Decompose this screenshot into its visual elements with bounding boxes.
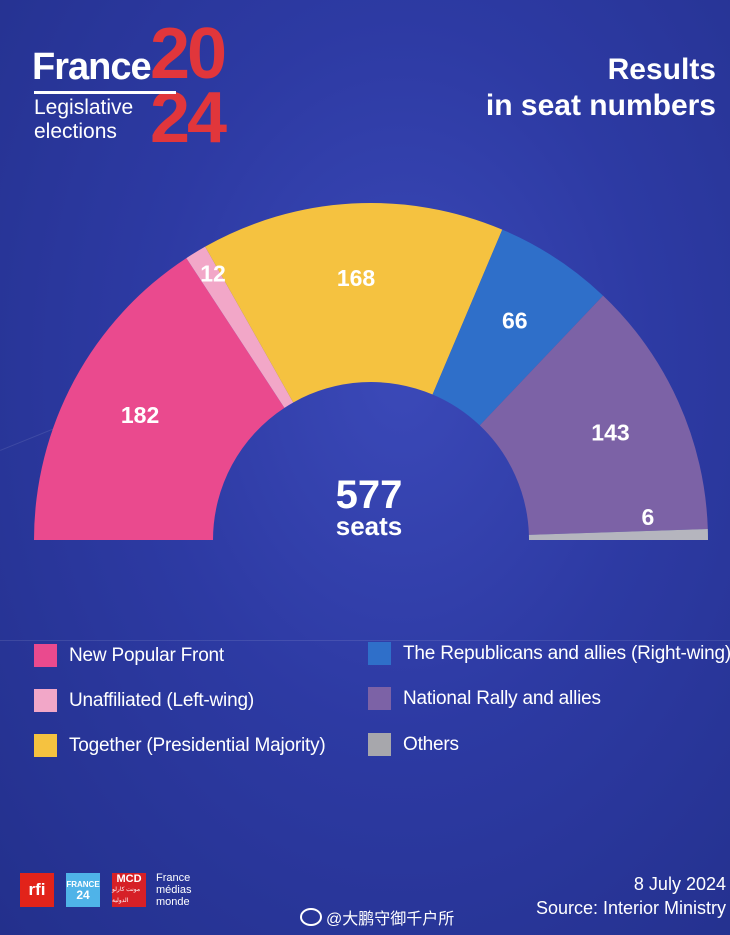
legend-swatch [368, 642, 391, 665]
chart-labels: 182 12 168 66 143 6 [121, 261, 654, 530]
rfi-logo: rfi [20, 873, 54, 907]
logo-subtitle-line1: Legislative [34, 96, 134, 119]
chart-title-line2: in seat numbers [485, 89, 716, 122]
chart-segments [34, 202, 708, 540]
france24-logo-line2: 24 [76, 887, 90, 902]
legend-swatch [368, 687, 391, 710]
legend-label: New Popular Front [69, 644, 225, 666]
total-seats-label: seats [336, 511, 403, 541]
legend-swatch [368, 733, 391, 756]
value-label-unaffiliated-left-wing: 12 [200, 261, 226, 287]
mcd-logo: MCD مونت كارلو الدولية [112, 873, 146, 907]
logo-subtitle: Legislative elections [34, 96, 133, 144]
value-label-together-presidential-majority: 168 [337, 265, 376, 291]
legend-label: The Republicans and allies (Right-wing) [403, 642, 730, 664]
legend-swatch [34, 734, 57, 757]
value-label-others: 6 [642, 504, 655, 530]
fmm-line1: France [156, 872, 191, 884]
logo-word: France [32, 46, 152, 88]
weibo-icon [300, 908, 322, 926]
chart-title: Results in seat numbers [486, 52, 716, 124]
mcd-logo-text: MCD [116, 872, 142, 885]
fmm-line2: médias [156, 884, 192, 896]
france24-elections-logo: 20 24 France Legislative elections [30, 18, 265, 158]
legend-item-new-popular-front: New Popular Front [34, 644, 224, 667]
total-seats-value: 577 [336, 473, 403, 517]
segment-the-republicans-and-allies-right-wing [432, 229, 604, 426]
legend-label: National Rally and allies [403, 687, 601, 709]
segment-unaffiliated-left-wing [186, 246, 294, 408]
footer-source: Source: Interior Ministry [535, 898, 726, 918]
legend-label: Together (Presidential Majority) [69, 734, 326, 756]
france-medias-monde-logo: France médias monde [156, 872, 191, 908]
legend-label: Unaffiliated (Left-wing) [69, 689, 254, 711]
legend-item-together: Together (Presidential Majority) [34, 734, 326, 757]
value-label-national-rally-and-allies: 143 [591, 419, 629, 445]
legend-item-others: Others [368, 733, 459, 756]
segment-national-rally-and-allies [479, 295, 708, 535]
france24-logo: FRANCE 24 [66, 873, 100, 907]
logo-rule [34, 91, 176, 94]
legend: New Popular Front Unaffiliated (Left-win… [34, 640, 730, 770]
footer-date: 8 July 2024 [633, 874, 726, 894]
logo-subtitle-line2: elections [34, 120, 117, 143]
fmm-line3: monde [156, 896, 190, 908]
weibo-watermark: @大鹏守御千户所 [300, 905, 454, 929]
logo-year-bottom: 24 [150, 78, 227, 158]
mcd-logo-subtext: مونت كارلو الدولية [112, 886, 141, 904]
france24-logo-line1: FRANCE [66, 879, 100, 889]
segment-together-presidential-majority [205, 202, 503, 403]
footer-credits: 8 July 2024 Source: Interior Ministry [536, 872, 726, 920]
segment-others [528, 528, 708, 540]
watermark-text: @大鹏守御千户所 [326, 911, 455, 928]
legend-item-national-rally: National Rally and allies [368, 687, 601, 710]
chart-title-line1: Results [607, 53, 716, 86]
logo-year: 20 24 [150, 14, 227, 158]
legend-item-republicans: The Republicans and allies (Right-wing) [368, 642, 730, 665]
legend-label: Others [403, 733, 459, 755]
logo-year-top: 20 [150, 14, 227, 94]
legend-swatch [34, 689, 57, 712]
value-label-the-republicans-and-allies-right-wing: 66 [502, 307, 528, 333]
broadcaster-logos: rfi FRANCE 24 MCD مونت كارلو الدولية Fra… [20, 872, 191, 908]
legend-swatch [34, 644, 57, 667]
segment-new-popular-front [34, 258, 285, 540]
legend-item-unaffiliated-left: Unaffiliated (Left-wing) [34, 689, 254, 712]
value-label-new-popular-front: 182 [121, 402, 159, 428]
background-line [0, 640, 730, 641]
